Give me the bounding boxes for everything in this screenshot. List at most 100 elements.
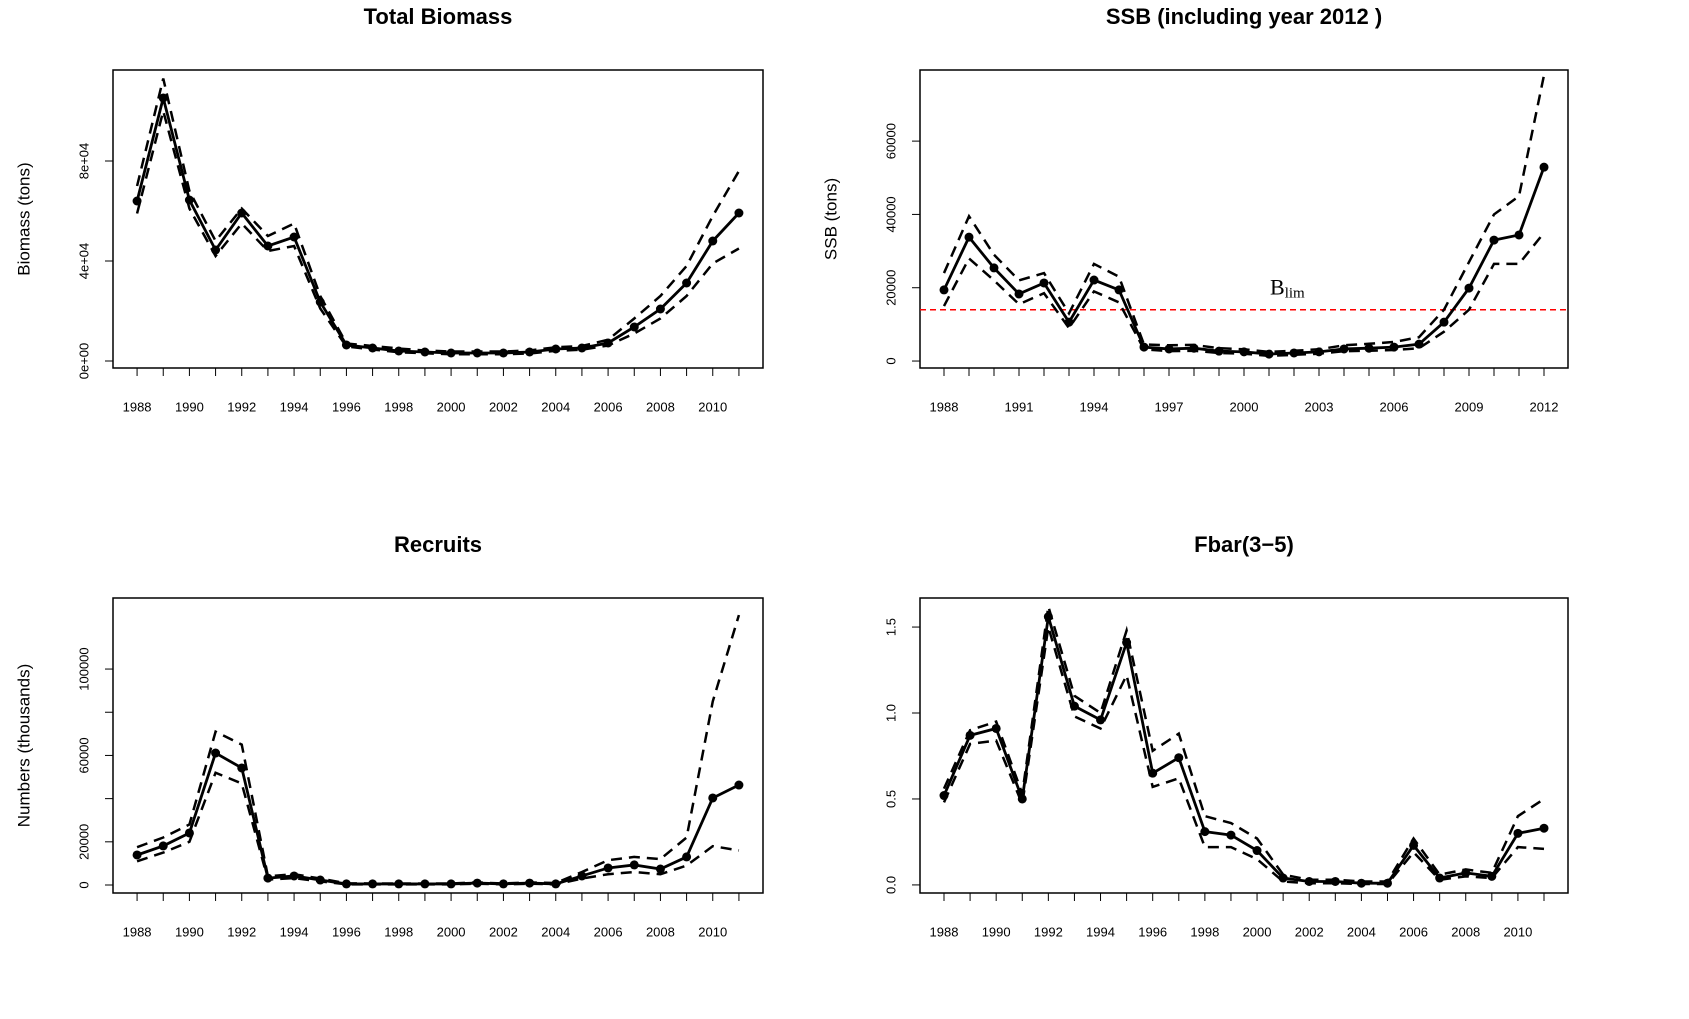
point (1539, 162, 1549, 172)
panel-title: SSB (including year 2012 ) (1106, 4, 1382, 29)
x-tick-label: 2003 (1305, 399, 1334, 414)
x-tick-label: 2006 (594, 399, 623, 414)
point (603, 863, 613, 873)
x-tick-label: 1990 (982, 924, 1011, 939)
x-tick-label: 2010 (1503, 924, 1532, 939)
x-tick-label: 2009 (1455, 399, 1484, 414)
point (1464, 283, 1474, 293)
x-tick-label: 1992 (227, 399, 256, 414)
x-tick-label: 2008 (646, 399, 675, 414)
point (1439, 317, 1449, 327)
point (1089, 275, 1099, 285)
point (629, 860, 639, 870)
point (1114, 285, 1124, 295)
y-tick-label: 8e+04 (76, 143, 91, 180)
plot-box (112, 69, 764, 369)
x-tick-label: 1996 (332, 399, 361, 414)
x-tick-label: 1998 (384, 399, 413, 414)
point (132, 850, 142, 860)
x-tick-label: 1994 (280, 399, 309, 414)
point (1304, 876, 1314, 886)
x-tick-label: 1996 (1138, 924, 1167, 939)
ci-line (942, 74, 1546, 354)
x-tick-label: 2004 (541, 399, 570, 414)
x-tick-label: 1994 (1080, 399, 1109, 414)
x-tick-label: 1998 (1190, 924, 1219, 939)
point (1330, 876, 1340, 886)
point (1174, 753, 1184, 763)
ci-line (135, 106, 740, 356)
plot-box (112, 597, 764, 894)
x-tick-label: 1998 (384, 924, 413, 939)
point (1039, 278, 1049, 288)
x-tick-label: 1991 (1005, 399, 1034, 414)
point (939, 285, 949, 295)
point (158, 93, 168, 103)
y-axis-label: Numbers (thousands) (14, 664, 33, 827)
point (1200, 827, 1210, 837)
x-tick-label: 2000 (437, 924, 466, 939)
point (682, 278, 692, 288)
y-axis-label: Biomass (tons) (14, 162, 33, 275)
point (989, 263, 999, 273)
x-tick-label: 2002 (489, 399, 518, 414)
y-tick-label: 0 (76, 881, 91, 888)
point (708, 236, 718, 246)
x-tick-label: 1990 (175, 924, 204, 939)
reference-label: Blim (1270, 275, 1305, 302)
ci-line (942, 231, 1545, 358)
y-tick-label: 100000 (76, 647, 91, 690)
point (211, 748, 221, 758)
point (964, 232, 974, 242)
x-tick-label: 1992 (1034, 924, 1063, 939)
x-tick-label: 1988 (930, 399, 959, 414)
ci-line (136, 614, 741, 885)
x-tick-label: 1988 (930, 924, 959, 939)
x-tick-label: 2004 (541, 924, 570, 939)
point (1514, 230, 1524, 240)
x-tick-label: 2012 (1530, 399, 1559, 414)
y-tick-label: 1.0 (883, 704, 898, 722)
point (734, 208, 744, 218)
reference-label-sub: lim (1285, 286, 1305, 302)
point (237, 763, 247, 773)
panel-title: Total Biomass (364, 4, 513, 29)
point (1278, 873, 1288, 883)
point (1513, 828, 1523, 838)
x-tick-label: 2000 (1230, 399, 1259, 414)
point (682, 852, 692, 862)
point (655, 864, 665, 874)
point (1252, 846, 1262, 856)
y-tick-label: 4e+04 (76, 243, 91, 280)
x-tick-label: 2000 (437, 399, 466, 414)
x-tick-label: 1996 (332, 924, 361, 939)
x-tick-label: 2008 (646, 924, 675, 939)
point (1014, 289, 1024, 299)
ci-line (942, 626, 1545, 886)
y-tick-label: 60000 (883, 123, 898, 159)
plot-box (919, 597, 1569, 894)
estimate-line (942, 166, 1546, 356)
x-tick-label: 2010 (698, 399, 727, 414)
estimate-line (942, 616, 1545, 885)
x-tick-label: 2008 (1451, 924, 1480, 939)
point (708, 793, 718, 803)
point (1096, 715, 1106, 725)
x-tick-label: 2000 (1243, 924, 1272, 939)
point (263, 241, 273, 251)
y-axis-label: SSB (tons) (821, 178, 840, 260)
x-tick-label: 1994 (280, 924, 309, 939)
point (289, 232, 299, 242)
x-tick-label: 1992 (227, 924, 256, 939)
point (629, 322, 639, 332)
point (1539, 823, 1549, 833)
y-tick-label: 0e+00 (76, 343, 91, 380)
x-tick-label: 2006 (1399, 924, 1428, 939)
x-tick-label: 2010 (698, 924, 727, 939)
ci-line (136, 771, 740, 886)
x-tick-label: 2006 (594, 924, 623, 939)
estimate-line (135, 97, 740, 355)
point (1489, 235, 1499, 245)
x-tick-label: 2006 (1380, 399, 1409, 414)
